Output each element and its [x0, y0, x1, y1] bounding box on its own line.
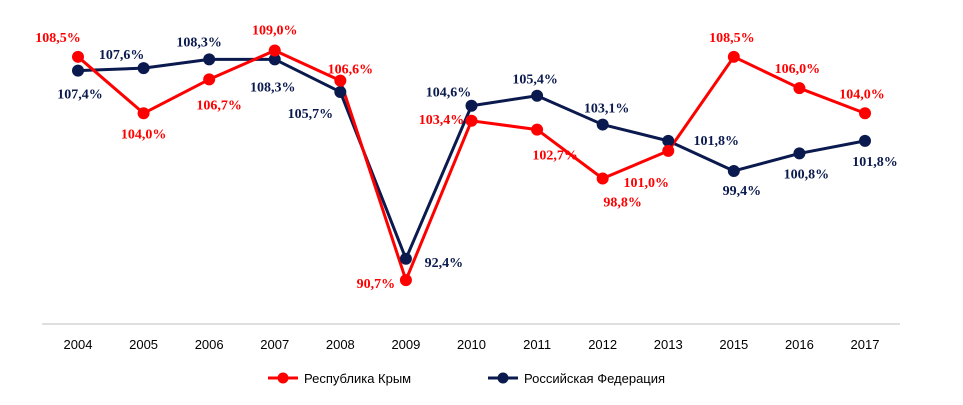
series-0-point-2	[203, 73, 216, 86]
legend-marker-1	[497, 372, 509, 384]
series-1-data-label-9: 101,8%	[694, 134, 740, 149]
series-1-point-9	[662, 134, 675, 147]
series-0-point-4	[334, 74, 347, 87]
series-1-point-7	[531, 89, 544, 102]
x-tick-label-2012: 2012	[588, 337, 617, 352]
series-0-point-6	[465, 114, 478, 127]
series-0-data-label-3: 109,0%	[252, 24, 298, 39]
data-labels: 108,5% 104,0% 106,7% 109,0% 106,6% 90,7% 103,4…	[35, 24, 898, 293]
series-1-point-2	[203, 53, 216, 66]
series-0-data-label-1: 104,0%	[121, 127, 167, 142]
series-0-point-10	[727, 50, 740, 63]
x-tick-label-2013: 2013	[654, 337, 683, 352]
series-1-point-3	[268, 53, 281, 66]
series-0-point-3	[268, 44, 281, 57]
legend-marker-0	[277, 372, 289, 384]
series-0-data-label-9: 101,0%	[624, 176, 670, 191]
x-tick-label-2007: 2007	[260, 337, 289, 352]
series-line-1	[77, 57, 866, 261]
series-line-0	[77, 49, 866, 282]
series-1-data-label-3: 108,3%	[250, 80, 296, 95]
series-1-data-label-6: 104,6%	[426, 86, 472, 101]
series-0-data-label-4: 106,6%	[328, 63, 374, 78]
series-0-point-8	[596, 172, 609, 185]
series-1-data-label-0: 107,4%	[57, 88, 103, 103]
series-0-data-label-0: 108,5%	[35, 31, 81, 46]
series-lines	[77, 49, 866, 282]
x-tick-label-2016: 2016	[785, 337, 814, 352]
series-0-point-11	[793, 82, 806, 95]
x-tick-label-2008: 2008	[326, 337, 355, 352]
series-1-data-label-7: 105,4%	[512, 73, 558, 88]
series-1-point-11	[793, 147, 806, 160]
series-0-point-1	[137, 107, 150, 120]
series-0-point-7	[531, 123, 544, 136]
x-tick-label-2010: 2010	[457, 337, 486, 352]
series-1-data-label-4: 105,7%	[288, 107, 334, 122]
series-0-data-label-8: 98,8%	[603, 196, 642, 211]
series-1-point-5	[399, 252, 412, 265]
series-1-data-label-11: 100,8%	[784, 167, 830, 182]
series-1-data-label-12: 101,8%	[852, 155, 898, 170]
series-1-point-4	[334, 85, 347, 98]
series-0-data-label-6: 103,4%	[419, 113, 465, 128]
series-0-data-label-10: 108,5%	[709, 31, 755, 46]
series-0-data-label-5: 90,7%	[357, 277, 396, 292]
series-1-point-1	[137, 62, 150, 75]
series-1-point-6	[465, 99, 478, 112]
x-tick-label-2009: 2009	[391, 337, 420, 352]
series-1-point-12	[859, 134, 871, 147]
series-1-point-10	[727, 164, 740, 177]
legend-label-0: Республика Крым	[304, 371, 411, 386]
series-1-point-8	[596, 118, 609, 131]
series-1-data-label-10: 99,4%	[723, 184, 762, 199]
x-tick-label-2015: 2015	[719, 337, 748, 352]
series-0-data-label-7: 102,7%	[532, 149, 578, 164]
series-1-data-label-5: 92,4%	[425, 256, 464, 271]
series-0-data-label-2: 106,7%	[196, 98, 242, 113]
x-tick-label-2005: 2005	[129, 337, 158, 352]
x-tick-label-2004: 2004	[64, 337, 93, 352]
series-1-point-0	[72, 64, 84, 77]
series-0-data-label-11: 106,0%	[775, 62, 821, 77]
series-1-data-label-1: 107,6%	[99, 48, 145, 63]
series-0-point-5	[399, 274, 412, 287]
series-0-point-0	[72, 50, 84, 63]
x-tick-label-2017: 2017	[851, 337, 880, 352]
x-tick-label-2011: 2011	[523, 337, 551, 352]
series-0-data-label-12: 104,0%	[839, 87, 885, 102]
x-tick-label-2006: 2006	[195, 337, 224, 352]
series-points	[72, 44, 871, 287]
series-1-data-label-8: 103,1%	[584, 102, 630, 117]
series-0-point-12	[859, 107, 871, 120]
series-0-point-9	[662, 144, 675, 157]
legend: Республика Крым Российская Федерация	[268, 371, 665, 386]
series-1-data-label-2: 108,3%	[176, 35, 222, 50]
legend-label-1: Российская Федерация	[524, 371, 665, 386]
x-axis-ticks: 2004 2005 2006 2007 2008 2009 2010 2011 2012 2013…	[64, 337, 880, 352]
